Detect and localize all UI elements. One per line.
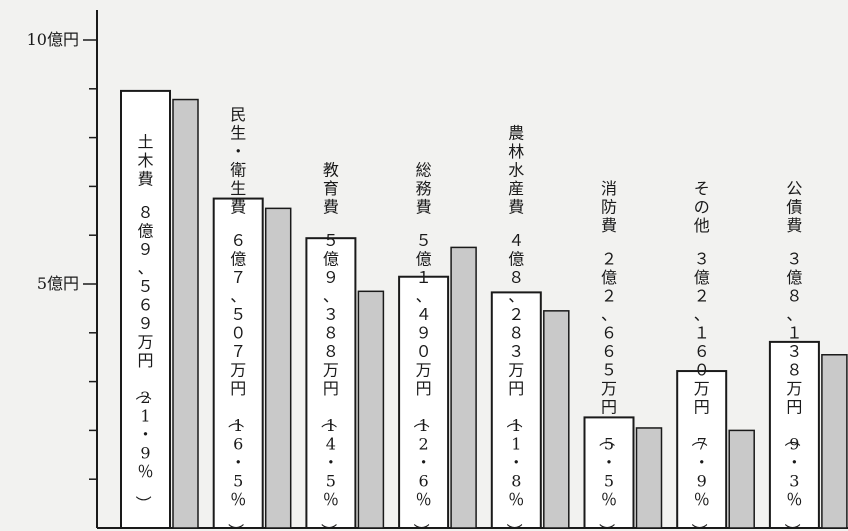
bar-label: 総務費５億１、４９０万円（12・6％）	[412, 161, 432, 531]
bar-label: 教育費５億９、３８８万円（14・5％）	[319, 161, 339, 531]
bar-white	[490, 291, 542, 529]
bar-white	[676, 370, 728, 529]
bar-white	[398, 275, 450, 529]
bar-white	[212, 197, 264, 530]
bar-gray	[172, 98, 199, 529]
bar-label: 土木費８億９、５６９万円（2 1 ・ 9 ％）	[133, 133, 153, 512]
bar-gray	[264, 207, 292, 529]
bar-gray	[635, 427, 663, 529]
bar-label: 公債費３億８、１３８万円（9・3％）	[782, 179, 802, 531]
bar-gray	[821, 354, 848, 529]
bar-gray	[357, 290, 385, 529]
bar-white	[768, 340, 820, 529]
bar-label: その他３億２、１６０万円（7・9％）	[690, 179, 710, 531]
y-tick-label: 5億円	[37, 274, 79, 293]
bar-label: 消防費２億２、６６５万円（5・5％）	[597, 179, 617, 531]
bar-gray	[450, 246, 477, 529]
bar-label: 民生・衛生費６億７、５０７万円（16・5％）	[226, 105, 246, 531]
bar-white	[120, 89, 171, 529]
bar-gray	[543, 310, 570, 529]
bar-white	[305, 237, 357, 529]
bar-label: 農林水産費４億８、２８３万円（11・8％）	[504, 124, 524, 531]
bar-gray	[728, 429, 755, 529]
bar-white	[583, 416, 635, 530]
y-tick-label: 10億円	[27, 30, 79, 49]
